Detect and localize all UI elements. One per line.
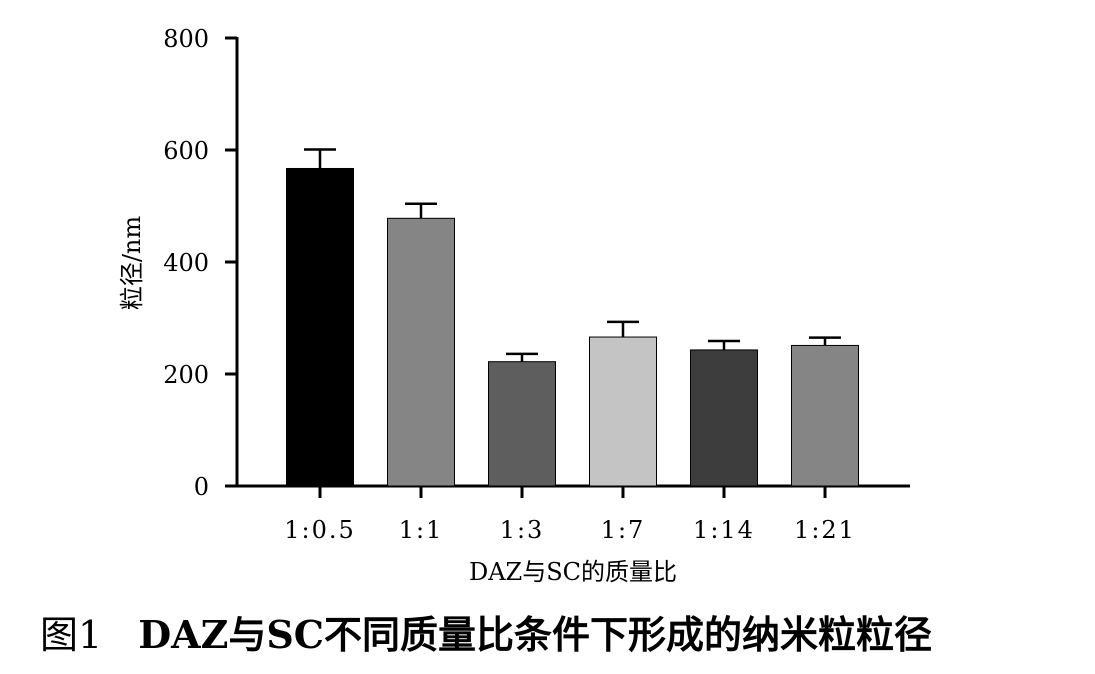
figure-caption: 图1 DAZ与SC不同质量比条件下形成的纳米粒粒径 — [40, 604, 932, 659]
bar-1-14 — [690, 349, 758, 487]
bars — [286, 167, 859, 487]
figure-number: 图1 — [40, 613, 103, 657]
x-axis: 1:0.5 1:1 1:3 1:7 1:14 1:21 — [235, 484, 910, 544]
bar-1-1 — [387, 217, 455, 487]
y-tick-label: 200 — [163, 361, 209, 389]
x-axis-label: DAZ与SC的质量比 — [469, 558, 677, 586]
y-tick-label: 400 — [163, 249, 209, 277]
bar-chart: 0 200 400 600 800 1:0.5 1:1 1:3 1:7 1:14 1:21 粒径/… — [118, 25, 910, 586]
bar-1-0.5 — [286, 167, 354, 487]
error-bars — [304, 148, 841, 382]
x-tick-label: 1:7 — [601, 516, 646, 544]
x-tick-label: 1:1 — [399, 516, 444, 544]
x-tick-label: 1:0.5 — [284, 516, 356, 544]
x-tick-label: 1:14 — [693, 516, 755, 544]
y-tick-label: 800 — [163, 25, 209, 53]
bar-1-21 — [791, 344, 859, 487]
y-axis-label: 粒径/nm — [118, 216, 146, 311]
y-axis: 0 200 400 600 800 — [163, 25, 239, 501]
figure-title: DAZ与SC不同质量比条件下形成的纳米粒粒径 — [138, 612, 933, 657]
y-tick-label: 0 — [194, 473, 209, 501]
bar-1-7 — [589, 336, 657, 487]
x-tick-label: 1:3 — [500, 516, 545, 544]
x-tick-label: 1:21 — [794, 516, 856, 544]
y-tick-label: 600 — [163, 137, 209, 165]
bar-1-3 — [488, 361, 556, 487]
